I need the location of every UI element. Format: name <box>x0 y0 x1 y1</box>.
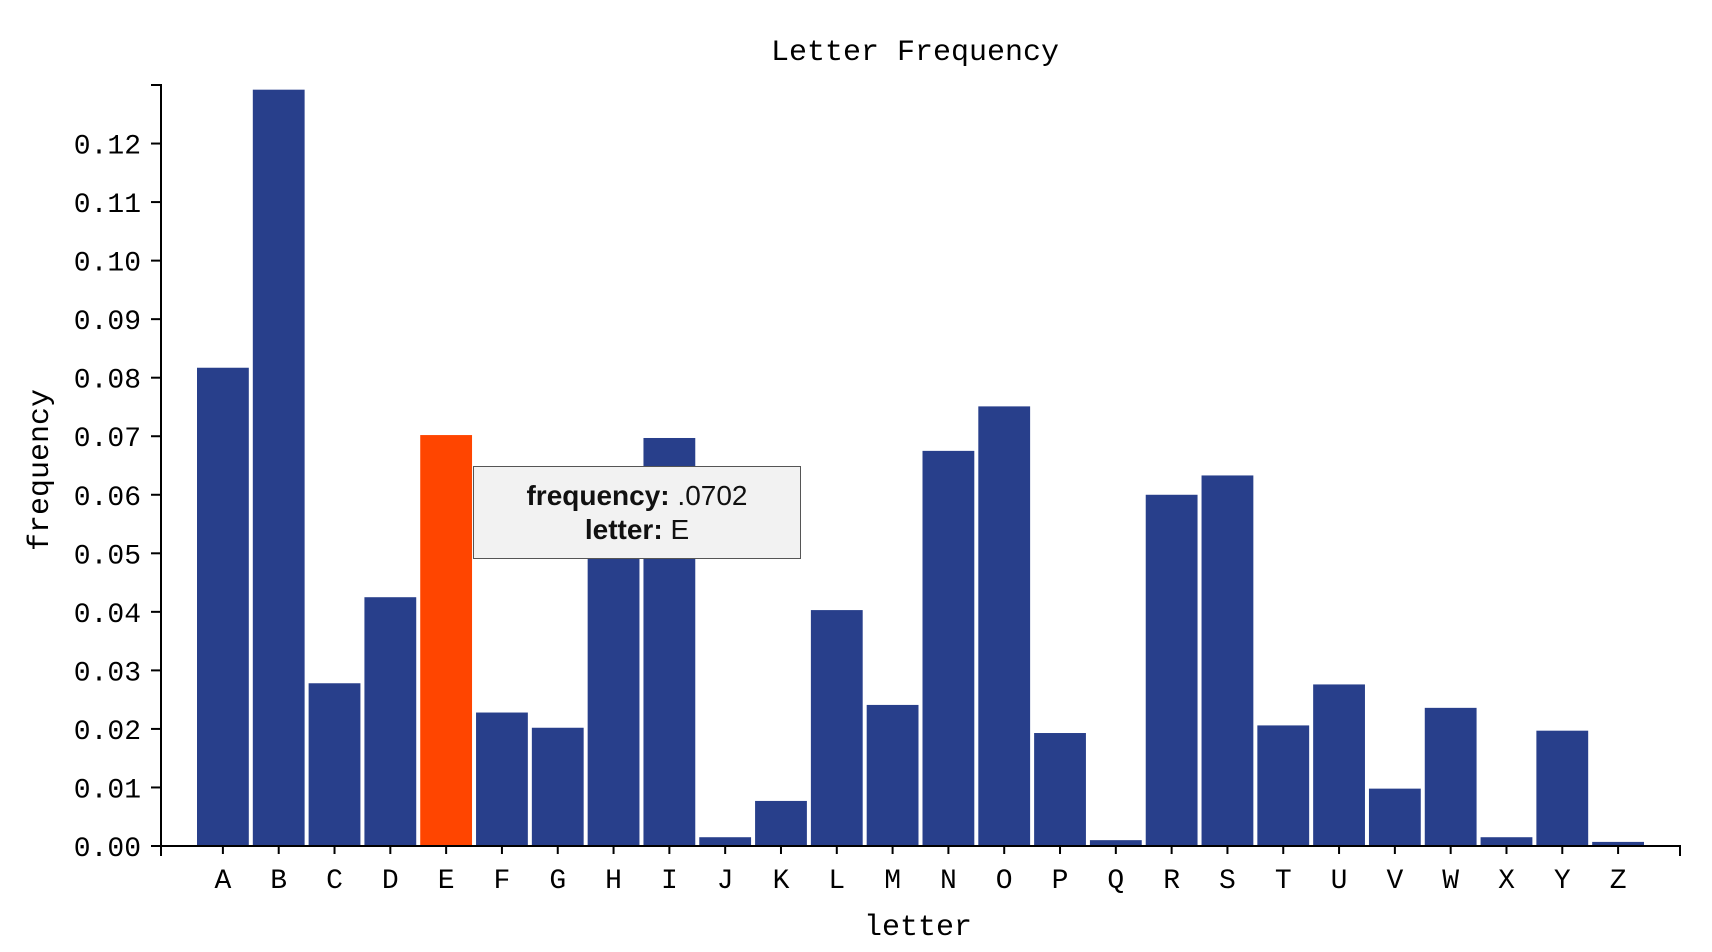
x-tick-label: U <box>1331 866 1348 897</box>
bars-group <box>197 89 1644 847</box>
tooltip-frequency-label: frequency: <box>526 479 670 511</box>
bar-b[interactable] <box>252 89 305 847</box>
bar-k[interactable] <box>755 800 807 846</box>
y-axis-label: frequency <box>24 389 58 551</box>
x-tick-label: S <box>1219 866 1236 897</box>
y-tick-label: 0.09 <box>74 307 141 338</box>
bar-f[interactable] <box>476 712 528 846</box>
x-tick-label: C <box>326 866 343 897</box>
bar-z[interactable] <box>1592 841 1644 846</box>
tooltip-frequency-value: .0702 <box>677 479 748 511</box>
bar-d[interactable] <box>364 597 417 846</box>
x-tick-label: V <box>1386 866 1403 897</box>
bar-m[interactable] <box>866 704 919 846</box>
y-tick-label: 0.06 <box>74 483 141 514</box>
x-tick-label: A <box>214 866 231 897</box>
x-tick-label: O <box>996 866 1013 897</box>
y-tick-label: 0.08 <box>74 366 141 397</box>
bar-x[interactable] <box>1480 837 1533 846</box>
x-tick-label: Q <box>1107 866 1124 897</box>
x-tick-label: Z <box>1610 866 1627 897</box>
x-tick-label: T <box>1275 866 1292 897</box>
x-tick-label: P <box>1052 866 1069 897</box>
x-tick-label: W <box>1442 866 1459 897</box>
x-tick-label: J <box>717 866 734 897</box>
x-tick-label: R <box>1163 866 1180 897</box>
y-tick-label: 0.10 <box>74 249 141 280</box>
x-tick-label: N <box>940 866 957 897</box>
bar-c[interactable] <box>308 683 361 846</box>
x-tick-label: F <box>494 866 511 897</box>
bar-v[interactable] <box>1368 788 1421 846</box>
bar-n[interactable] <box>922 450 975 846</box>
bar-w[interactable] <box>1424 707 1477 846</box>
y-tick-label: 0.07 <box>74 424 141 455</box>
bar-o[interactable] <box>978 406 1031 846</box>
bar-y[interactable] <box>1536 730 1589 846</box>
x-tick-label: K <box>773 866 790 897</box>
x-tick-label: D <box>382 866 399 897</box>
x-tick-label: G <box>549 866 566 897</box>
x-tick-label: M <box>884 866 901 897</box>
y-axis: 0.00 0.01 0.02 0.03 0.04 0.05 0.06 0.07 0.08 0.09… <box>74 84 162 865</box>
y-tick-label: 0.03 <box>74 658 141 689</box>
y-tick-label: 0.12 <box>74 132 141 163</box>
x-axis: A B C D E F G H I J K L M N O P Q R S T U V W X Y Z <box>160 845 1681 897</box>
chart-title: Letter Frequency <box>771 36 1059 70</box>
bar-g[interactable] <box>531 727 584 846</box>
bar-tooltip: frequency: .0702 letter: E <box>473 466 801 559</box>
x-tick-label: B <box>270 866 287 897</box>
x-tick-label: E <box>438 866 455 897</box>
bar-t[interactable] <box>1257 725 1310 846</box>
tooltip-letter-value: E <box>670 513 690 545</box>
bar-a[interactable] <box>197 367 249 846</box>
bar-e[interactable] <box>420 435 473 846</box>
y-tick-label: 0.01 <box>74 775 141 806</box>
bar-l[interactable] <box>810 610 863 846</box>
tooltip-frequency-row: frequency: .0702 <box>526 479 747 513</box>
y-axis-line <box>151 84 162 847</box>
x-axis-line <box>160 845 1681 856</box>
x-tick-label: X <box>1498 866 1515 897</box>
x-tick-label: Y <box>1554 866 1571 897</box>
tooltip-letter-row: letter: E <box>585 513 689 547</box>
y-tick-label: 0.02 <box>74 717 141 748</box>
x-tick-label: I <box>661 866 678 897</box>
bar-q[interactable] <box>1089 840 1142 846</box>
bar-u[interactable] <box>1313 684 1365 846</box>
tooltip-letter-label: letter: <box>584 513 663 545</box>
y-tick-label: 0.04 <box>74 600 141 631</box>
bar-r[interactable] <box>1145 494 1198 846</box>
y-tick-label: 0.00 <box>74 834 141 865</box>
bar-p[interactable] <box>1034 733 1086 846</box>
bar-s[interactable] <box>1201 475 1254 846</box>
x-axis-label: letter <box>864 911 972 945</box>
x-tick-label: H <box>605 866 622 897</box>
y-tick-label: 0.11 <box>74 190 141 221</box>
bar-j[interactable] <box>699 837 752 846</box>
x-tick-label: L <box>828 866 845 897</box>
y-tick-label: 0.05 <box>74 541 141 572</box>
